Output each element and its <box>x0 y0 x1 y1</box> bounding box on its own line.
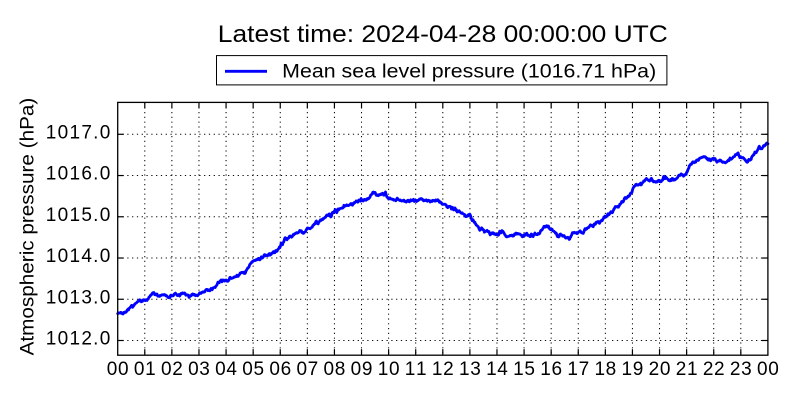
svg-text:13: 13 <box>459 359 481 380</box>
svg-text:12: 12 <box>432 359 454 380</box>
svg-text:04: 04 <box>215 359 237 380</box>
svg-text:06: 06 <box>269 359 291 380</box>
svg-text:10: 10 <box>378 359 400 380</box>
svg-text:02: 02 <box>161 359 183 380</box>
svg-text:14: 14 <box>486 359 508 380</box>
svg-text:1017.0: 1017.0 <box>46 123 111 144</box>
svg-text:1014.0: 1014.0 <box>46 246 111 267</box>
svg-text:Mean sea level pressure (1016.: Mean sea level pressure (1016.71 hPa) <box>282 61 656 82</box>
svg-text:Latest time: 2024-04-28 00:00:: Latest time: 2024-04-28 00:00:00 UTC <box>218 21 668 48</box>
svg-text:05: 05 <box>242 359 264 380</box>
svg-text:03: 03 <box>188 359 210 380</box>
svg-text:15: 15 <box>513 359 535 380</box>
svg-text:08: 08 <box>324 359 346 380</box>
svg-text:00: 00 <box>107 359 129 380</box>
svg-text:16: 16 <box>540 359 562 380</box>
svg-text:21: 21 <box>676 359 698 380</box>
svg-text:22: 22 <box>703 359 725 380</box>
svg-text:23: 23 <box>730 359 752 380</box>
svg-text:17: 17 <box>567 359 589 380</box>
svg-text:09: 09 <box>351 359 373 380</box>
svg-text:01: 01 <box>134 359 156 380</box>
svg-text:20: 20 <box>649 359 671 380</box>
svg-text:Atmospheric pressure (hPa): Atmospheric pressure (hPa) <box>17 98 39 356</box>
svg-text:1012.0: 1012.0 <box>46 329 111 350</box>
svg-text:11: 11 <box>405 359 427 380</box>
svg-text:07: 07 <box>296 359 318 380</box>
svg-text:1013.0: 1013.0 <box>46 287 111 308</box>
svg-text:18: 18 <box>594 359 616 380</box>
svg-text:00: 00 <box>757 359 779 380</box>
svg-text:1016.0: 1016.0 <box>46 164 111 185</box>
svg-text:1015.0: 1015.0 <box>46 205 111 226</box>
svg-text:19: 19 <box>622 359 644 380</box>
